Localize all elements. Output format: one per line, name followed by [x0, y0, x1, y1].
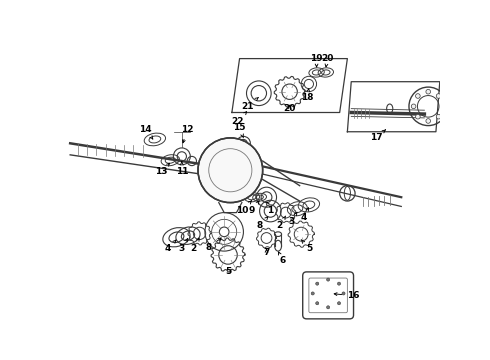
Text: 18: 18 — [301, 89, 314, 102]
Text: 17: 17 — [370, 130, 386, 141]
Circle shape — [316, 282, 319, 285]
Text: 21: 21 — [241, 97, 259, 111]
Circle shape — [342, 292, 345, 295]
Text: 20: 20 — [283, 104, 296, 113]
Text: 14: 14 — [139, 125, 153, 139]
Text: 13: 13 — [155, 163, 170, 176]
Circle shape — [416, 114, 420, 119]
Text: 3: 3 — [288, 212, 297, 226]
Circle shape — [426, 119, 431, 123]
Circle shape — [338, 302, 341, 305]
Circle shape — [436, 94, 441, 98]
Text: 4: 4 — [300, 208, 309, 222]
Text: 16: 16 — [334, 291, 360, 300]
Circle shape — [411, 104, 416, 109]
Text: 4: 4 — [165, 240, 176, 253]
Circle shape — [311, 292, 314, 295]
Circle shape — [338, 282, 341, 285]
Circle shape — [198, 138, 263, 203]
Text: 10: 10 — [237, 201, 251, 215]
Text: 8: 8 — [206, 238, 221, 252]
Text: 20: 20 — [321, 54, 334, 67]
Text: 2: 2 — [276, 216, 286, 230]
Text: 15: 15 — [233, 123, 246, 138]
Text: 11: 11 — [175, 162, 188, 176]
Text: 19: 19 — [310, 54, 323, 67]
Circle shape — [441, 104, 445, 109]
Circle shape — [316, 302, 319, 305]
Text: 12: 12 — [181, 125, 194, 143]
Circle shape — [326, 278, 330, 281]
Text: 22: 22 — [231, 112, 246, 126]
Circle shape — [436, 114, 441, 119]
Circle shape — [416, 94, 420, 98]
Text: 7: 7 — [263, 248, 270, 257]
Circle shape — [326, 306, 330, 309]
Text: 5: 5 — [301, 239, 312, 253]
Text: 9: 9 — [249, 201, 259, 215]
Text: 3: 3 — [178, 239, 188, 253]
Text: 1: 1 — [267, 202, 273, 215]
Text: 5: 5 — [225, 267, 231, 276]
Text: 6: 6 — [278, 252, 286, 265]
Circle shape — [426, 89, 431, 94]
Text: 2: 2 — [190, 238, 199, 253]
Text: 8: 8 — [256, 217, 268, 230]
